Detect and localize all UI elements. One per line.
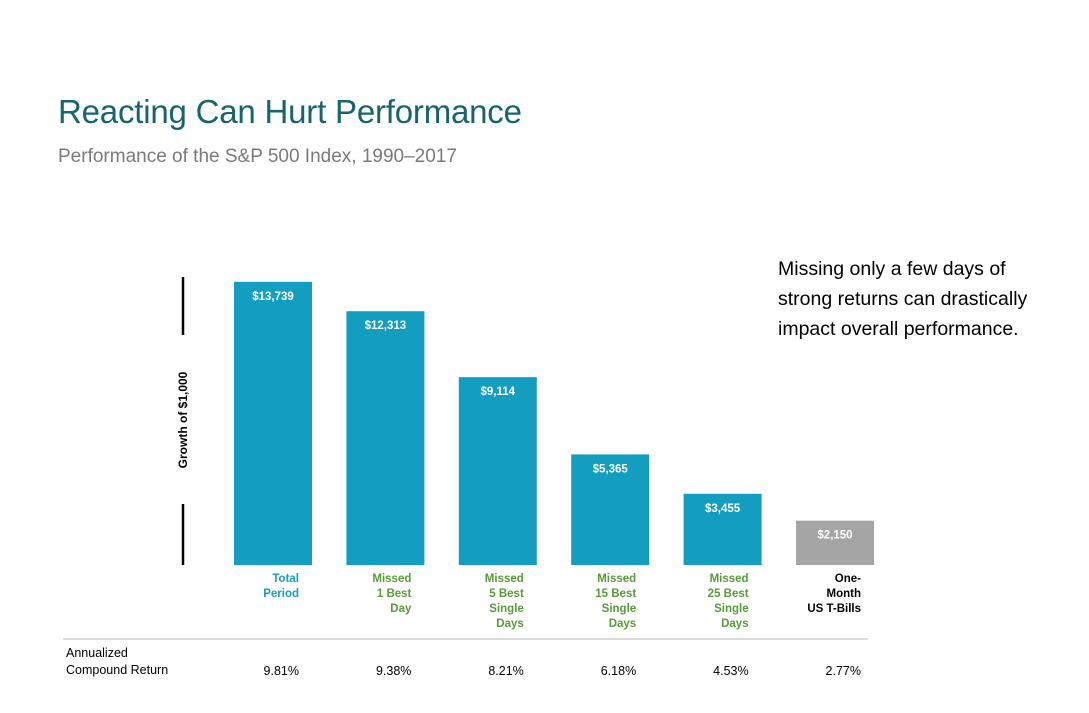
category-label-2: Missed 5 Best Single Days <box>485 573 524 630</box>
bar-value-label-0: $13,739 <box>252 291 294 303</box>
chart-title: Reacting Can Hurt Performance <box>58 93 522 130</box>
bar-value-label-2: $9,114 <box>481 386 516 398</box>
return-value-0: 9.81% <box>264 664 299 678</box>
returns-header-line: Compound Return <box>66 663 168 677</box>
bar-0 <box>234 281 312 565</box>
bar-2 <box>458 377 537 565</box>
category-label-line: Missed <box>597 573 636 585</box>
category-label-line: Period <box>263 588 299 600</box>
category-label-1: Missed 1 Best Day <box>372 573 412 615</box>
category-label-line: Missed <box>710 573 749 585</box>
category-label-line: Days <box>609 618 637 630</box>
callout-text: Missing only a few days of strong return… <box>778 258 1028 340</box>
return-value-1: 9.38% <box>376 664 411 678</box>
category-label-0: Total Period <box>263 573 299 600</box>
bar-value-label-5: $2,150 <box>817 530 852 542</box>
y-axis-label: Growth of $1,000 <box>176 371 190 468</box>
bars-group: $13,739 $12,313 $9,114 $5,365 $3,455 $2,150 <box>234 281 874 565</box>
returns-header-line: Annualized <box>66 646 128 660</box>
return-value-3: 6.18% <box>601 664 636 678</box>
category-label-line: 25 Best <box>708 588 749 600</box>
category-labels: Total Period Missed 1 Best Day Missed 5 Best Si… <box>263 573 861 630</box>
return-value-4: 4.53% <box>713 664 748 678</box>
return-value-5: 2.77% <box>826 664 861 678</box>
bar-value-label-4: $3,455 <box>705 503 741 515</box>
category-label-line: 15 Best <box>595 588 636 600</box>
bar-5 <box>796 520 874 565</box>
returns-header: Annualized Compound Return <box>66 646 168 677</box>
bar-1 <box>346 311 425 565</box>
bar-value-label-3: $5,365 <box>593 463 629 475</box>
category-label-line: 1 Best <box>377 588 412 600</box>
category-label-line: Day <box>390 603 412 615</box>
category-label-line: Missed <box>372 573 411 585</box>
category-label-5: One- Month US T-Bills <box>807 573 861 615</box>
chart-subtitle: Performance of the S&P 500 Index, 1990–2… <box>58 146 457 167</box>
category-label-line: 5 Best <box>489 588 524 600</box>
category-label-line: US T-Bills <box>807 603 861 615</box>
category-label-line: Single <box>714 603 749 615</box>
category-label-line: Month <box>827 588 861 600</box>
category-label-3: Missed 15 Best Single Days <box>595 573 636 630</box>
returns-row: 9.81% 9.38% 8.21% 6.18% 4.53% 2.77% Annualized… <box>66 646 861 678</box>
category-label-line: Total <box>272 573 299 585</box>
category-label-line: Single <box>489 603 524 615</box>
category-label-4: Missed 25 Best Single Days <box>708 573 749 630</box>
category-label-line: Single <box>602 603 637 615</box>
category-label-line: Missed <box>485 573 524 585</box>
return-value-2: 8.21% <box>488 664 523 678</box>
category-label-line: Days <box>496 618 524 630</box>
y-axis: Growth of $1,000 <box>176 277 190 565</box>
bar-4 <box>683 493 762 565</box>
category-label-line: One- <box>835 573 861 585</box>
bar-3 <box>571 454 650 565</box>
category-label-line: Days <box>721 618 749 630</box>
bar-value-label-1: $12,313 <box>365 320 407 332</box>
